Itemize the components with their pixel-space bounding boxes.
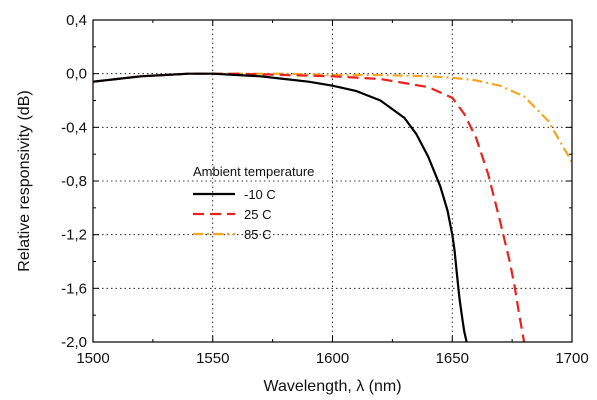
series-line-2 <box>92 72 573 163</box>
legend-title: Ambient temperature <box>193 164 314 179</box>
series-line-0 <box>92 72 468 343</box>
y-tick-label: -0,8 <box>61 173 87 190</box>
x-tick-label: 1650 <box>436 350 469 367</box>
y-tick-label: -2,0 <box>61 334 87 351</box>
tick-labels: 1500 1550 1600 1650 1700 0,4 0,0 -0,4 -0,8 -1,2 -1… <box>61 12 589 367</box>
legend-label-2: 85 C <box>244 227 271 242</box>
legend-label-1: 25 C <box>244 207 271 222</box>
y-tick-label: -1,2 <box>61 227 87 244</box>
x-tick-label: 1700 <box>555 350 588 367</box>
y-tick-label: -0,4 <box>61 119 87 136</box>
legend: Ambient temperature -10 C 25 C 85 C <box>193 164 314 242</box>
x-tick-label: 1500 <box>76 350 109 367</box>
grid-lines <box>93 20 572 342</box>
x-axis-label: Wavelength, λ (nm) <box>263 378 401 395</box>
legend-label-0: -10 C <box>244 187 276 202</box>
y-tick-label: 0,4 <box>66 12 87 29</box>
series-layer <box>92 72 573 343</box>
y-axis-label: Relative responsivity (dB) <box>16 90 33 271</box>
x-tick-label: 1600 <box>316 350 349 367</box>
y-tick-label: -1,6 <box>61 280 87 297</box>
axis-ticks <box>92 19 573 343</box>
x-tick-label: 1550 <box>196 350 229 367</box>
y-tick-label: 0,0 <box>66 66 87 83</box>
